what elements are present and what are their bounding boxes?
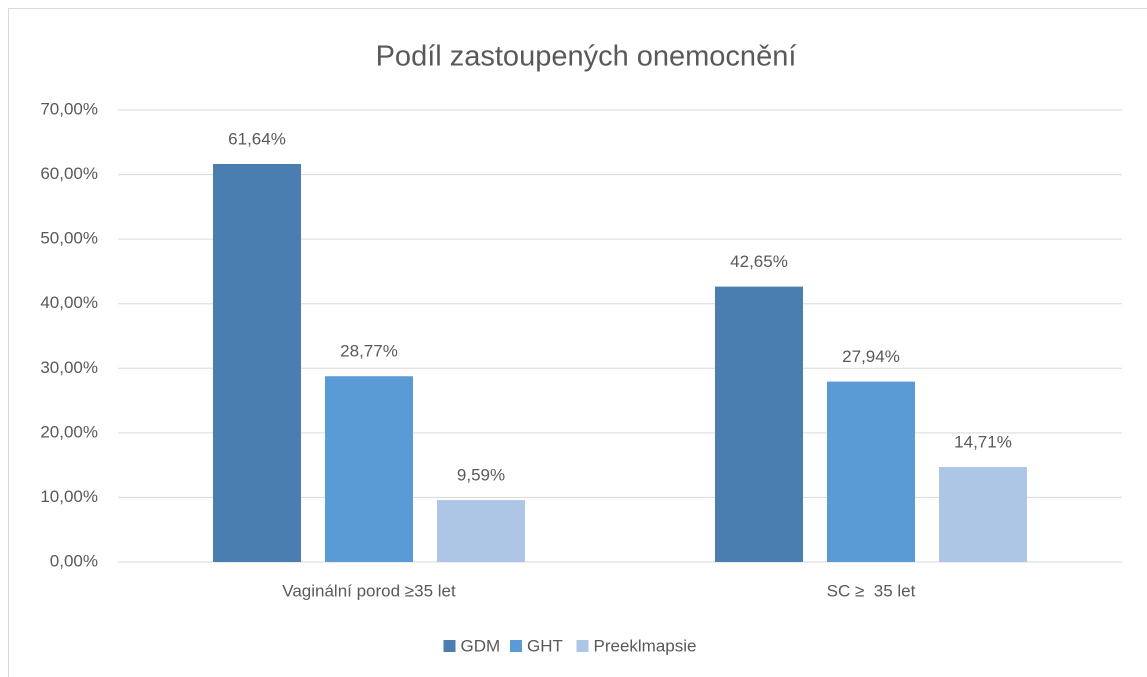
y-tick-label: 60,00%: [40, 164, 98, 183]
data-label: 27,94%: [842, 347, 900, 366]
legend-swatch: [510, 640, 522, 652]
y-tick-label: 0,00%: [50, 551, 98, 570]
legend-swatch: [576, 640, 589, 652]
data-label: 42,65%: [730, 252, 788, 271]
legend-label: GDM: [461, 636, 501, 655]
bar: [437, 500, 525, 562]
data-label: 28,77%: [340, 342, 398, 361]
bar: [213, 163, 301, 562]
bar: [715, 286, 803, 562]
x-tick-label: SC ≥ 35 let: [827, 581, 916, 600]
legend-label: GHT: [527, 636, 563, 655]
legend-label: Preeklmapsie: [594, 636, 697, 655]
bar: [827, 381, 915, 562]
y-tick-label: 40,00%: [40, 293, 98, 312]
y-tick-label: 50,00%: [40, 229, 98, 248]
y-tick-label: 20,00%: [40, 422, 98, 441]
y-tick-label: 70,00%: [40, 99, 98, 118]
y-tick-label: 30,00%: [40, 358, 98, 377]
data-label: 14,71%: [954, 432, 1012, 451]
legend-swatch: [443, 640, 456, 652]
chart-title: Podíl zastoupených onemocnění: [376, 41, 797, 73]
bar: [325, 376, 413, 562]
data-label: 61,64%: [228, 129, 286, 148]
data-label: 9,59%: [457, 466, 505, 485]
chart-border: [8, 8, 1147, 677]
x-tick-label: Vaginální porod ≥35 let: [282, 581, 456, 600]
bar: [939, 467, 1027, 562]
y-tick-label: 10,00%: [40, 487, 98, 506]
